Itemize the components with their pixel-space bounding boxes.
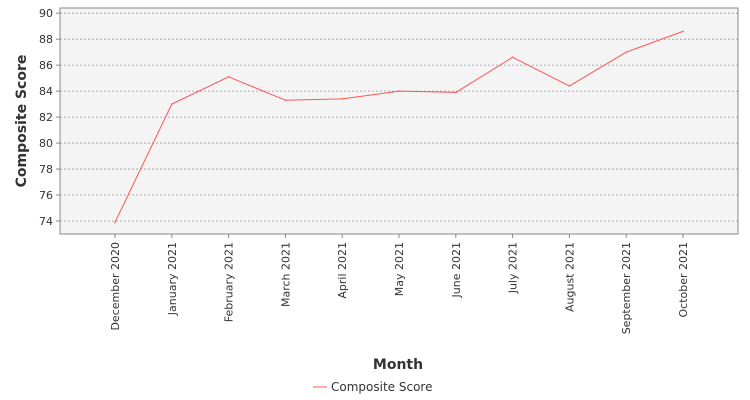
x-tick-label: September 2021	[620, 242, 633, 334]
series-group	[114, 30, 684, 224]
x-tick-label: April 2021	[336, 242, 349, 299]
y-tick-label: 78	[39, 163, 53, 176]
y-tick-label: 74	[39, 215, 53, 228]
x-tick-label: February 2021	[223, 242, 236, 322]
x-axis-title: Month	[373, 357, 423, 373]
plot-area	[60, 8, 738, 234]
legend-label: Composite Score	[331, 380, 432, 394]
data-point	[455, 91, 457, 94]
y-tick-label: 82	[39, 111, 53, 124]
data-point	[398, 90, 400, 92]
y-tick-label: 80	[39, 137, 53, 150]
x-tick-label: March 2021	[279, 242, 292, 307]
y-tick-label: 86	[39, 59, 53, 72]
data-point	[341, 98, 344, 100]
data-point	[682, 30, 684, 33]
y-tick-label: 88	[39, 33, 53, 46]
y-tick-label: 90	[39, 7, 53, 20]
data-point	[625, 51, 627, 53]
data-point	[511, 56, 514, 59]
x-tick-label: January 2021	[166, 242, 179, 316]
x-tick-label: July 2021	[507, 242, 520, 294]
y-tick-label: 76	[39, 189, 53, 202]
x-tick-label: October 2021	[677, 242, 690, 318]
data-point	[227, 76, 230, 78]
gridlines	[60, 12, 738, 222]
y-axis: 74 76 78 80 82 84 86 88 90	[39, 7, 60, 228]
y-tick-label: 84	[39, 85, 53, 98]
legend: Composite Score	[313, 380, 432, 394]
x-tick-label: December 2020	[109, 242, 122, 331]
x-tick-label: May 2021	[393, 242, 406, 296]
x-axis: December 2020 January 2021 February 2021 Ma…	[109, 234, 690, 334]
data-point	[284, 99, 287, 102]
x-tick-label: August 2021	[563, 242, 576, 312]
x-tick-label: June 2021	[450, 242, 463, 298]
y-axis-title: Composite Score	[14, 55, 30, 188]
data-point	[568, 85, 571, 87]
data-point	[171, 103, 173, 105]
data-point	[114, 221, 116, 224]
